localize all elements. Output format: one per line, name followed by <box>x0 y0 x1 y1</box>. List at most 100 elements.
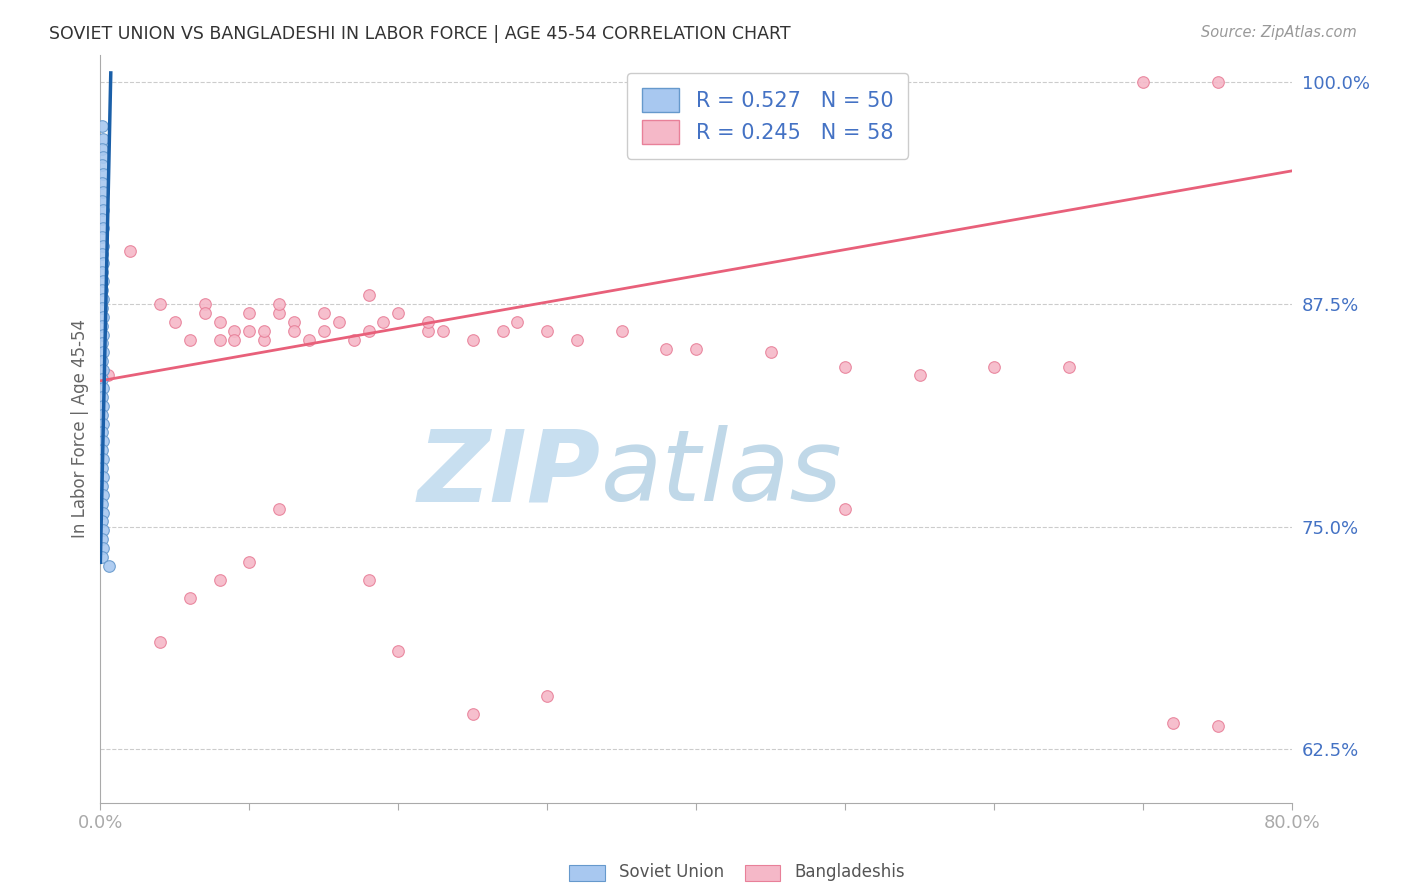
Point <box>834 359 856 374</box>
Point <box>91 167 114 181</box>
Point <box>1206 75 1229 89</box>
Point <box>90 443 112 458</box>
Point <box>90 247 112 261</box>
Point <box>983 359 1005 374</box>
Y-axis label: In Labor Force | Age 45-54: In Labor Force | Age 45-54 <box>72 319 89 539</box>
Point <box>357 324 380 338</box>
Point <box>91 434 114 449</box>
Point <box>357 573 380 587</box>
Point <box>90 354 112 368</box>
Point <box>90 120 112 134</box>
Point <box>90 425 112 440</box>
Point <box>90 194 112 208</box>
Point <box>91 292 114 306</box>
Point <box>759 345 782 359</box>
Point <box>179 591 201 605</box>
Point <box>91 327 114 342</box>
Point <box>416 324 439 338</box>
Point <box>120 244 142 258</box>
Point <box>269 502 291 516</box>
Point <box>461 706 484 721</box>
Point <box>685 342 707 356</box>
Point <box>90 283 112 297</box>
Point <box>90 229 112 244</box>
Point <box>90 408 112 422</box>
Point <box>149 297 172 311</box>
Point <box>416 315 439 329</box>
Point <box>238 306 260 320</box>
Point <box>98 558 121 573</box>
Point <box>90 515 112 529</box>
Point <box>90 318 112 333</box>
Point <box>91 150 114 164</box>
Point <box>312 324 335 338</box>
Point <box>91 220 114 235</box>
Point <box>163 315 186 329</box>
Point <box>90 176 112 190</box>
Point <box>238 324 260 338</box>
Point <box>283 315 305 329</box>
Point <box>269 306 291 320</box>
Point <box>90 549 112 564</box>
Point <box>194 297 217 311</box>
Point <box>253 333 276 347</box>
Point <box>208 315 231 329</box>
Point <box>91 524 114 538</box>
Point <box>536 324 558 338</box>
Point <box>97 368 120 383</box>
Point <box>90 211 112 226</box>
Point <box>91 470 114 484</box>
Point <box>908 368 931 383</box>
Point <box>283 324 305 338</box>
Point <box>91 452 114 467</box>
Point <box>357 288 380 302</box>
Point <box>90 532 112 546</box>
Point <box>387 306 409 320</box>
Point <box>90 143 112 157</box>
Point <box>91 256 114 270</box>
Point <box>208 573 231 587</box>
Point <box>179 333 201 347</box>
Point <box>328 315 350 329</box>
Point <box>149 635 172 649</box>
Point <box>610 324 633 338</box>
Point <box>91 274 114 288</box>
Point <box>1057 359 1080 374</box>
Text: Soviet Union: Soviet Union <box>619 863 724 881</box>
Point <box>432 324 454 338</box>
Point <box>208 333 231 347</box>
Point <box>536 689 558 703</box>
Text: atlas: atlas <box>600 425 842 522</box>
Point <box>298 333 321 347</box>
Text: ZIP: ZIP <box>418 425 600 522</box>
Point <box>90 159 112 173</box>
Point <box>224 333 246 347</box>
Point <box>491 324 513 338</box>
Point <box>90 265 112 279</box>
Point <box>91 202 114 217</box>
Point <box>91 506 114 520</box>
Point <box>91 399 114 413</box>
Point <box>1206 719 1229 733</box>
Point <box>90 372 112 386</box>
Point <box>90 301 112 315</box>
Point <box>834 502 856 516</box>
Point <box>90 461 112 475</box>
Point <box>253 324 276 338</box>
Text: Bangladeshis: Bangladeshis <box>794 863 905 881</box>
Point <box>461 333 484 347</box>
Point <box>90 390 112 404</box>
Point <box>91 185 114 199</box>
Point <box>194 306 217 320</box>
Point <box>565 333 588 347</box>
Point <box>506 315 529 329</box>
Point <box>343 333 366 347</box>
Point <box>91 132 114 146</box>
Point <box>238 555 260 569</box>
Point <box>91 488 114 502</box>
Point <box>655 342 678 356</box>
Legend: R = 0.527   N = 50, R = 0.245   N = 58: R = 0.527 N = 50, R = 0.245 N = 58 <box>627 73 908 159</box>
Point <box>373 315 395 329</box>
Point <box>91 381 114 395</box>
Point <box>387 644 409 658</box>
